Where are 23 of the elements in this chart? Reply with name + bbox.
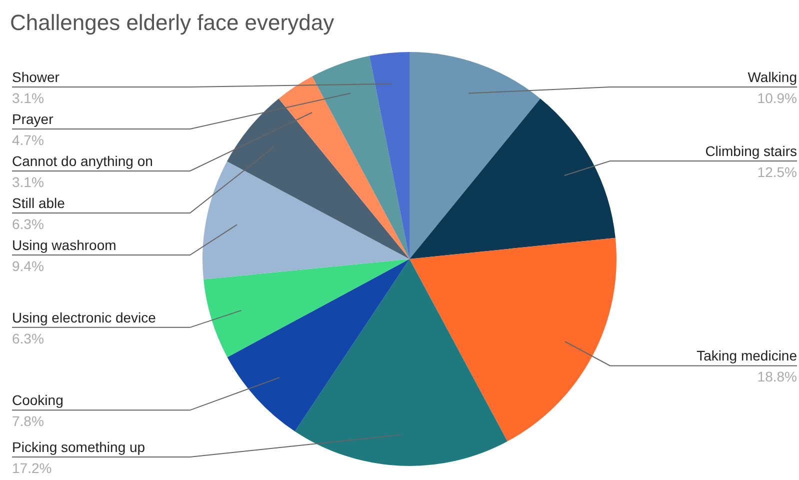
slice-label: Prayer [12,111,54,127]
slice-label: Using electronic device [12,309,156,326]
data-label: 10.9% [757,90,797,106]
data-label: 6.3% [12,330,44,346]
slice-label: Walking [748,69,797,85]
slice-label: Cannot do anything on [12,153,153,169]
data-label: 3.1% [12,90,44,106]
slice-label: Climbing stairs [705,143,797,160]
data-label: 12.5% [757,164,797,180]
data-label: 17.2% [12,460,52,476]
slice-label: Cooking [12,392,64,408]
chart-title: Challenges elderly face everyday [10,10,334,35]
data-label: 7.8% [12,413,44,430]
slice-label: Using washroom [12,237,116,253]
slice-label: Shower [12,69,60,85]
data-label: 6.3% [12,216,44,232]
slice-label: Still able [12,195,66,211]
data-label: 9.4% [12,258,44,274]
data-label: 3.1% [12,174,44,190]
slice-label: Picking something up [12,439,146,455]
data-label: 18.8% [757,368,797,385]
slice-label: Taking medicine [696,348,798,364]
data-label: 4.7% [12,132,44,148]
